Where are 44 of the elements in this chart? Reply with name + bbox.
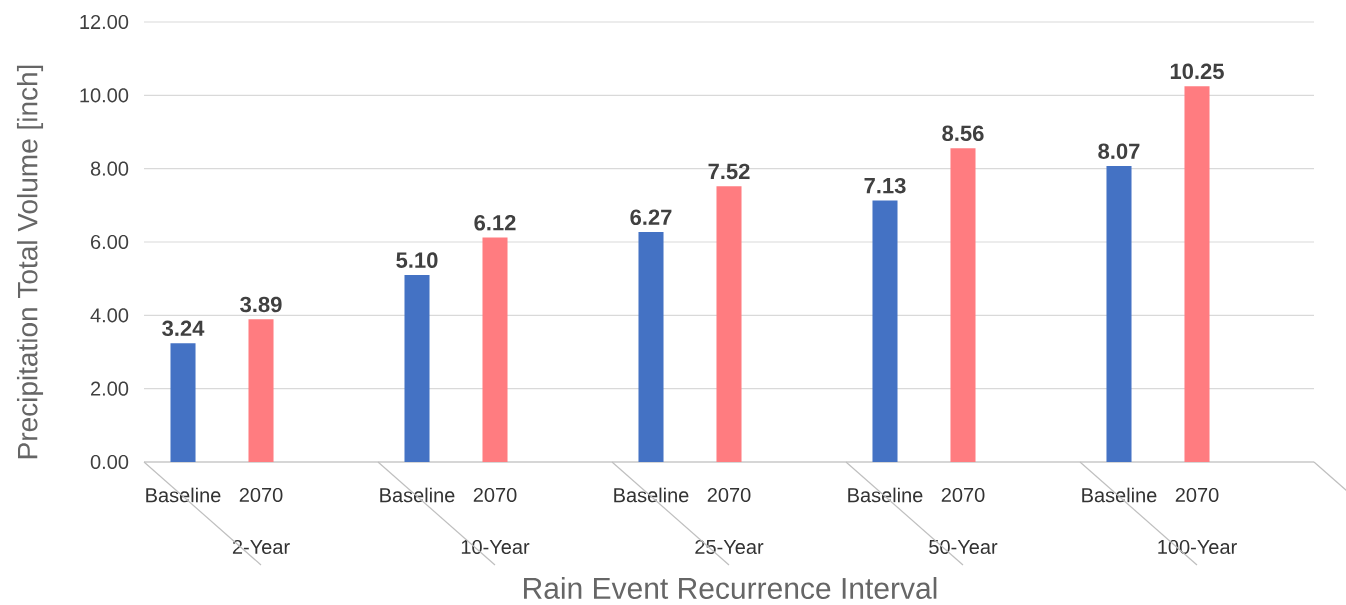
series-label: 2070 — [473, 487, 517, 503]
text: 2070 — [707, 487, 751, 503]
bar — [716, 186, 742, 462]
text: Baseline — [1082, 487, 1157, 503]
text: 2070 — [239, 487, 283, 503]
y-tick-label: 2.00 — [91, 381, 129, 396]
text: 2070 — [1175, 487, 1219, 503]
y-tick-label: 8.00 — [90, 161, 129, 176]
y-axis-title: Precipitation Total Volume [inch] — [16, 65, 44, 459]
series-label: Baseline — [146, 487, 221, 503]
bar — [482, 237, 508, 462]
data-label: 3.24 — [162, 320, 205, 337]
y-tick-label: 4.00 — [90, 308, 129, 323]
y-tick-label: 6.00 — [91, 234, 129, 250]
text: Baseline — [614, 487, 689, 503]
x-tick-label: 50-Year — [929, 539, 998, 555]
text: Baseline — [848, 487, 923, 503]
bar — [638, 232, 664, 462]
y-tick-label: 10.00 — [80, 88, 129, 103]
x-tick-label: 25-Year — [695, 539, 764, 555]
data-label: 7.13 — [864, 177, 906, 194]
bar — [872, 200, 898, 462]
x-tick-label: 2-Year — [232, 539, 290, 555]
bar — [170, 343, 196, 462]
bar — [404, 274, 430, 462]
y-tick-label: 0.00 — [90, 454, 129, 470]
x-axis-title: Rain Event Recurrence Interval — [524, 576, 937, 599]
data-label: 10.25 — [1170, 63, 1224, 80]
data-label: 8.07 — [1098, 143, 1140, 160]
data-label: 6.27 — [630, 209, 672, 226]
bar — [950, 148, 976, 462]
text: 2070 — [941, 487, 985, 503]
x-tick-label: 100-Year — [1158, 539, 1237, 555]
bar — [248, 319, 274, 462]
data-label: 6.12 — [474, 214, 516, 231]
bar — [1184, 86, 1210, 462]
data-label: 7.52 — [708, 163, 750, 180]
bar — [1106, 166, 1132, 462]
data-label: 3.89 — [240, 296, 282, 313]
data-label: 8.56 — [942, 125, 984, 142]
x-tick-label: 10-Year — [461, 539, 530, 555]
data-label: 5.10 — [396, 252, 438, 268]
text: Baseline — [380, 487, 455, 503]
y-tick-label: 12.00 — [80, 14, 129, 30]
